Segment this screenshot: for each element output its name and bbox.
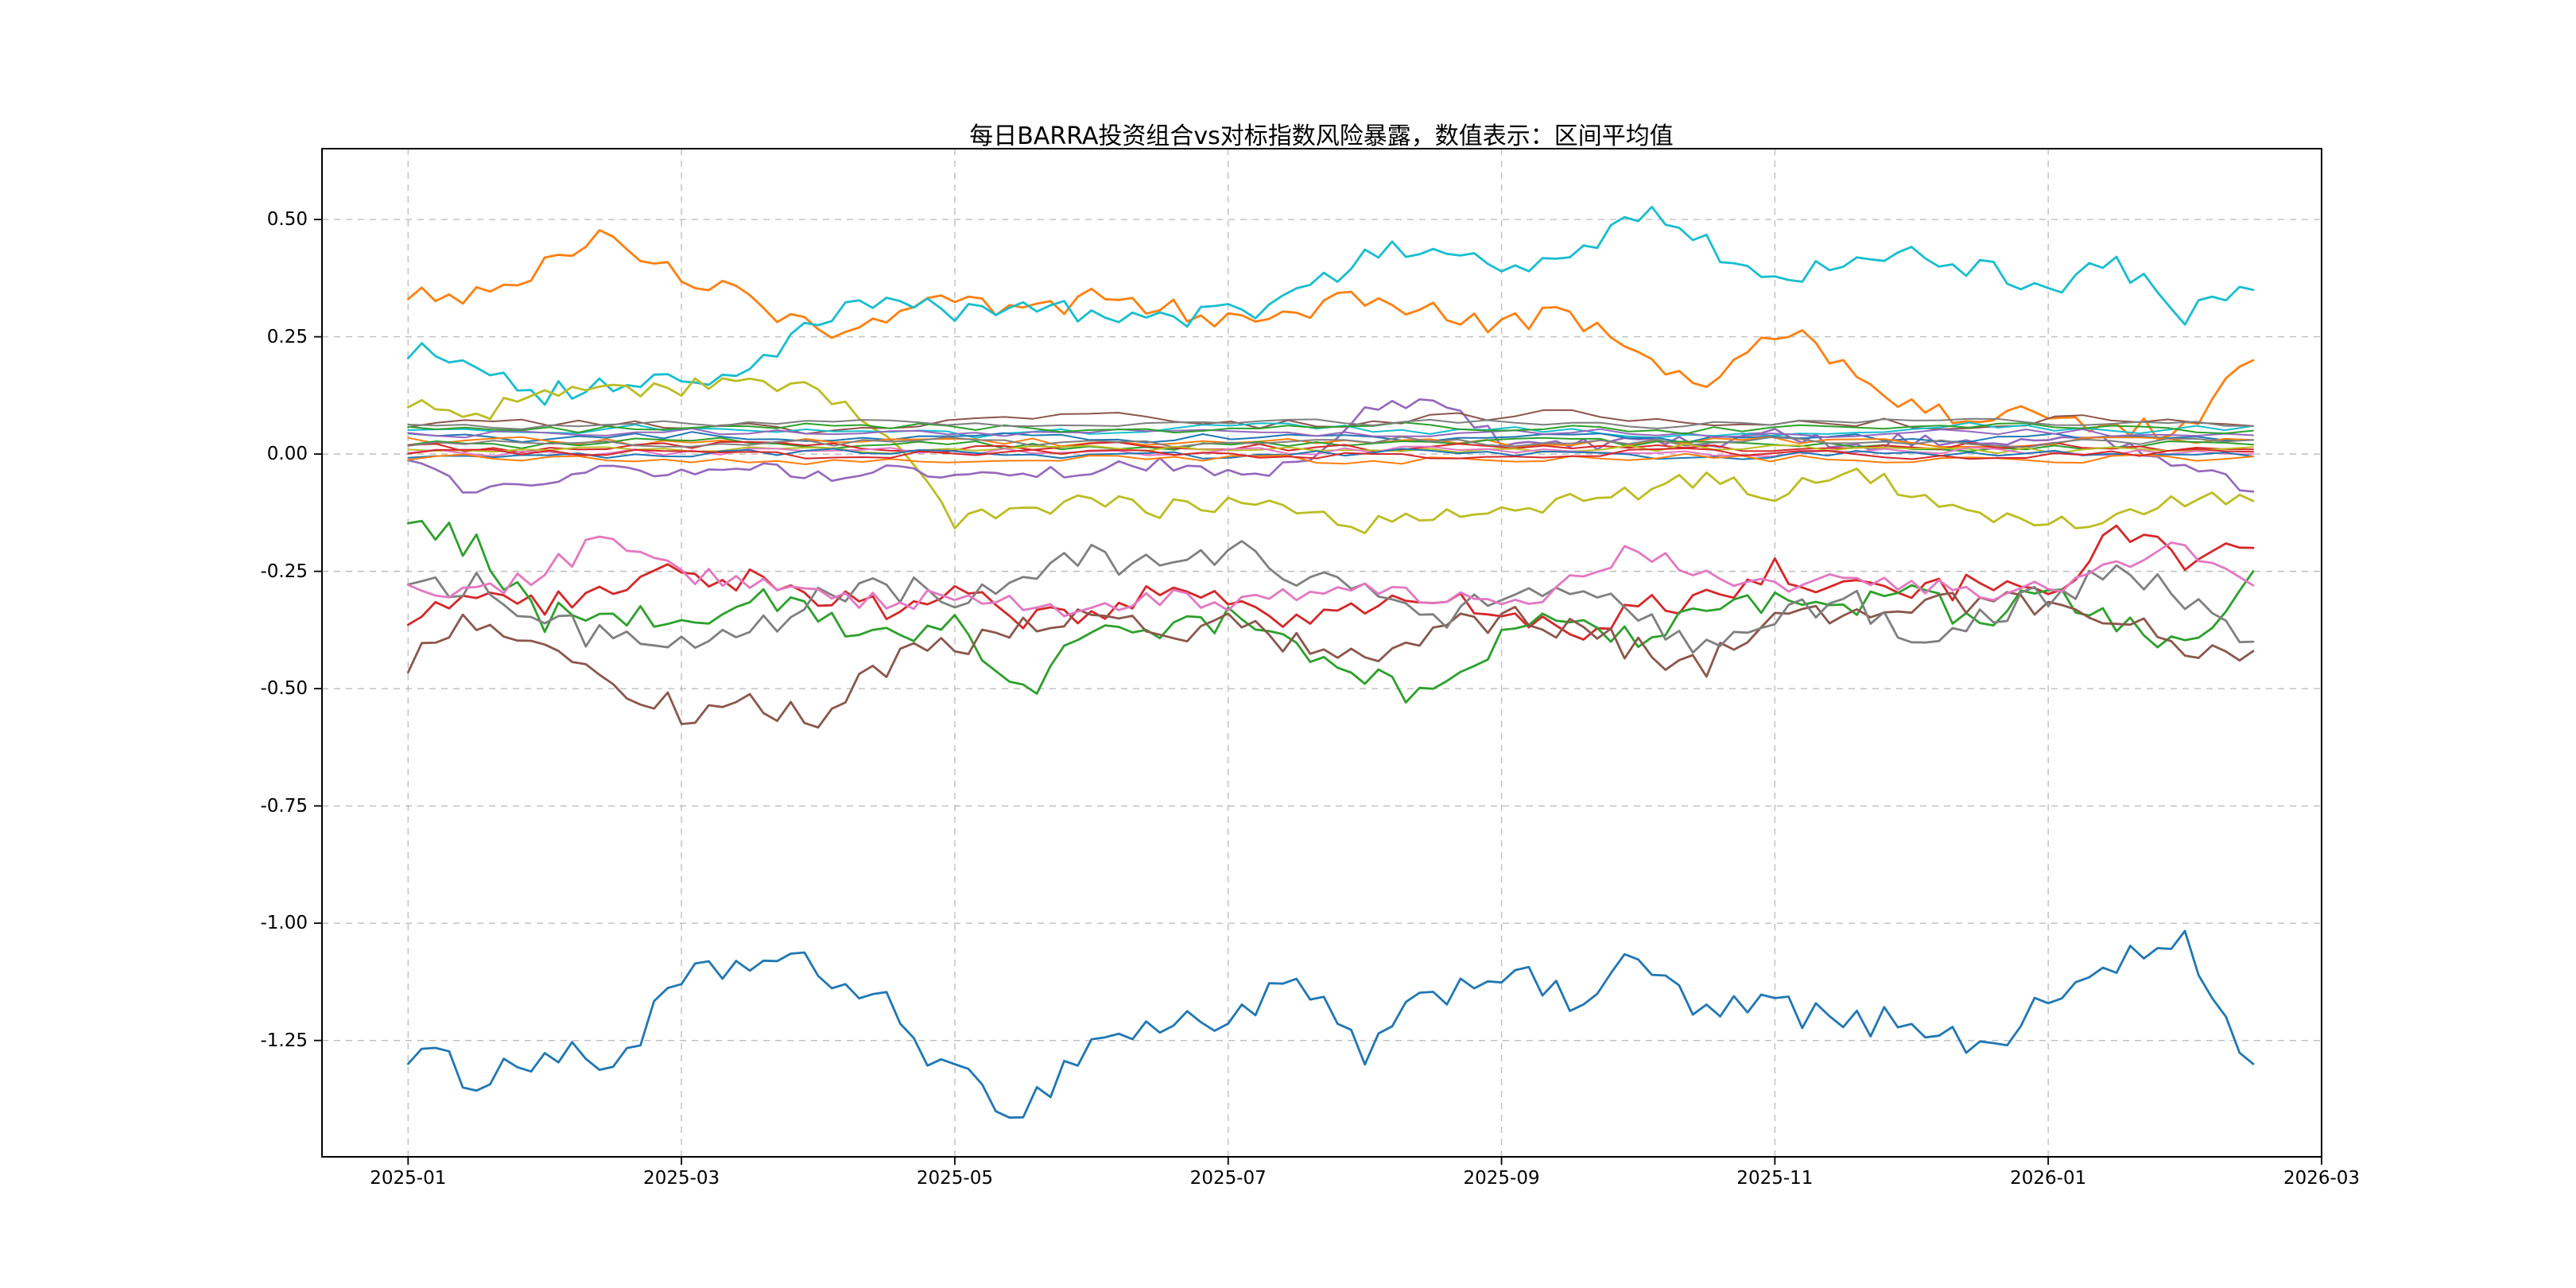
grid-lines bbox=[322, 149, 2322, 1157]
series-lines bbox=[406, 205, 2255, 1119]
series-line-series_04 bbox=[406, 377, 2255, 534]
series-line-series_17 bbox=[407, 428, 2254, 439]
y-axis-tick-label: -1.25 bbox=[260, 1030, 308, 1051]
y-axis-tick-label: 0.50 bbox=[266, 209, 308, 231]
y-axis-tick-label: -1.00 bbox=[260, 913, 308, 934]
series-line-series_01 bbox=[406, 929, 2255, 1119]
series-line-series_15 bbox=[407, 436, 2254, 452]
y-axis-tick-label: 0.25 bbox=[266, 326, 308, 347]
chart-title: 每日BARRA投资组合vs对标指数风险暴露，数值表示：区间平均值 bbox=[969, 122, 1674, 150]
x-axis-tick-label: 2025-07 bbox=[1189, 1168, 1267, 1189]
x-axis-tick-label: 2025-01 bbox=[370, 1168, 447, 1189]
series-line-series_19 bbox=[407, 443, 2254, 455]
y-axis-tick-label: -0.25 bbox=[260, 561, 308, 582]
x-axis-tick-label: 2026-03 bbox=[2283, 1168, 2361, 1189]
series-line-series_18 bbox=[407, 436, 2254, 448]
series-line-series_03 bbox=[406, 205, 2255, 406]
series-line-series_10 bbox=[406, 535, 2255, 618]
series-line-series_25 bbox=[407, 417, 2254, 430]
y-axis-tick-label: -0.75 bbox=[260, 795, 308, 817]
y-axis-tick-label: -0.50 bbox=[260, 678, 308, 700]
series-line-series_07 bbox=[406, 519, 2255, 704]
series-line-series_22 bbox=[407, 452, 2254, 465]
x-axis-tick-label: 2025-11 bbox=[1736, 1168, 1814, 1189]
x-axis-tick-label: 2025-03 bbox=[643, 1168, 720, 1189]
plot-border bbox=[321, 148, 2322, 1158]
x-axis-tick-label: 2026-01 bbox=[2010, 1168, 2087, 1189]
series-line-series_20 bbox=[407, 445, 2254, 458]
x-axis-tick-label: 2025-05 bbox=[916, 1168, 993, 1189]
series-line-series_02 bbox=[406, 229, 2255, 440]
y-axis-tick-label: 0.00 bbox=[266, 444, 308, 465]
series-line-series_08 bbox=[406, 591, 2255, 729]
axis-tick-marks bbox=[314, 219, 2322, 1165]
x-axis-tick-label: 2025-09 bbox=[1463, 1168, 1540, 1189]
series-line-series_09 bbox=[406, 540, 2255, 654]
series-line-series_06 bbox=[406, 524, 2255, 641]
series-line-series_24 bbox=[407, 447, 2254, 460]
series-line-series_14 bbox=[407, 436, 2254, 448]
